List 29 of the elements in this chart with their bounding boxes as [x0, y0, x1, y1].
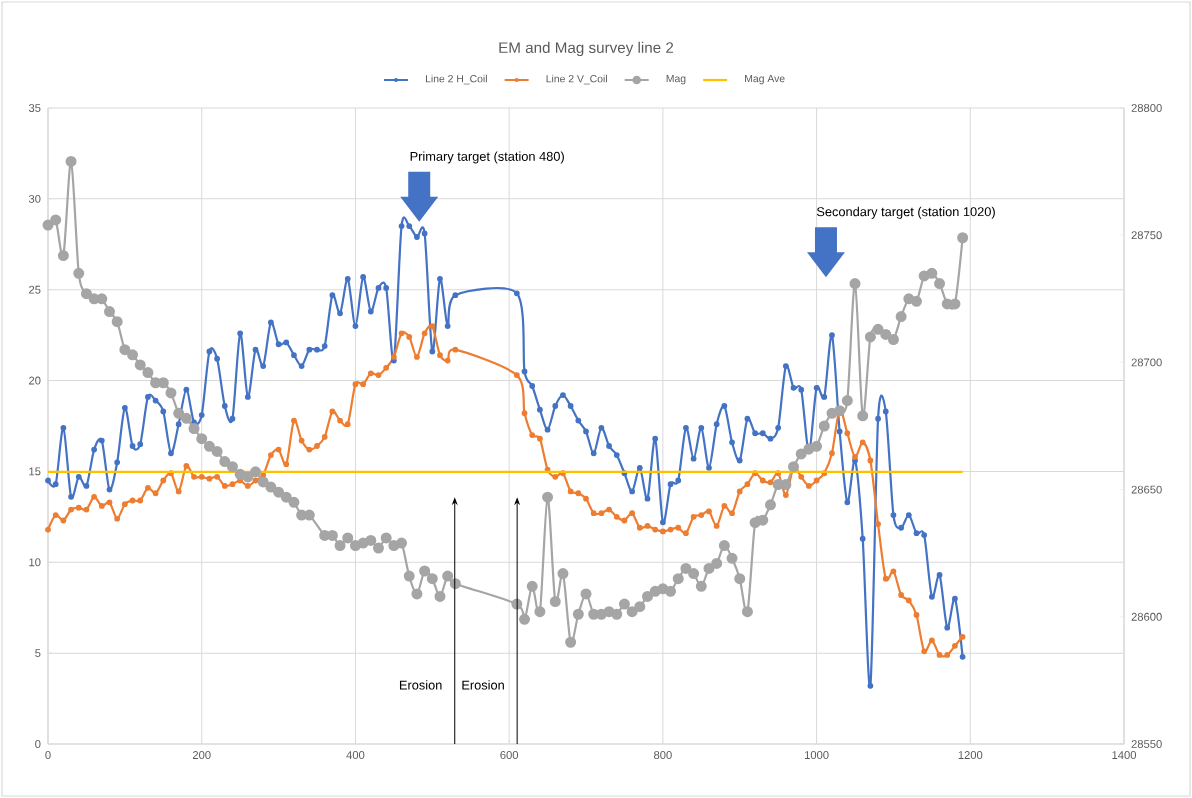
y-tick-label: 30 — [28, 194, 41, 203]
y-tick-label: 20 — [29, 376, 41, 385]
x-tick-label: 200 — [192, 751, 211, 759]
x-tick-label: 800 — [654, 751, 672, 759]
legend-label: Mag Ave — [745, 74, 785, 85]
y-tick-label: 5 — [35, 649, 41, 658]
y-tick-label: 15 — [29, 467, 41, 476]
y-tick-label: 0 — [35, 740, 41, 748]
y-tick-label: 10 — [29, 558, 41, 567]
legend-label: Mag — [666, 74, 686, 85]
x-tick-label: 600 — [500, 751, 519, 759]
legend-label: Line 2 V_Coil — [546, 74, 607, 85]
x-tick-label: 0 — [45, 751, 51, 759]
x-tick-label: 1000 — [804, 751, 829, 759]
y2-tick-label: 28600 — [1131, 612, 1162, 621]
y2-tick-label: 28650 — [1131, 485, 1162, 494]
y-tick-label: 25 — [29, 285, 41, 294]
y-tick-label: 35 — [28, 104, 41, 112]
legend-label: Line 2 H_Coil — [425, 74, 487, 85]
y2-tick-label: 28550 — [1131, 740, 1162, 748]
x-tick-label: 1200 — [958, 751, 983, 759]
x-tick-label: 400 — [346, 751, 365, 759]
chart-title: EM and Mag survey line 2 — [499, 41, 674, 57]
y2-tick-label: 28700 — [1131, 358, 1162, 367]
annotation: Secondary target (station 1020) — [816, 206, 995, 219]
annotation: Primary target (station 480) — [410, 151, 564, 164]
y2-tick-label: 28800 — [1131, 104, 1162, 112]
x-tick-label: 1400 — [1112, 751, 1137, 759]
y2-tick-label: 28750 — [1131, 231, 1162, 240]
